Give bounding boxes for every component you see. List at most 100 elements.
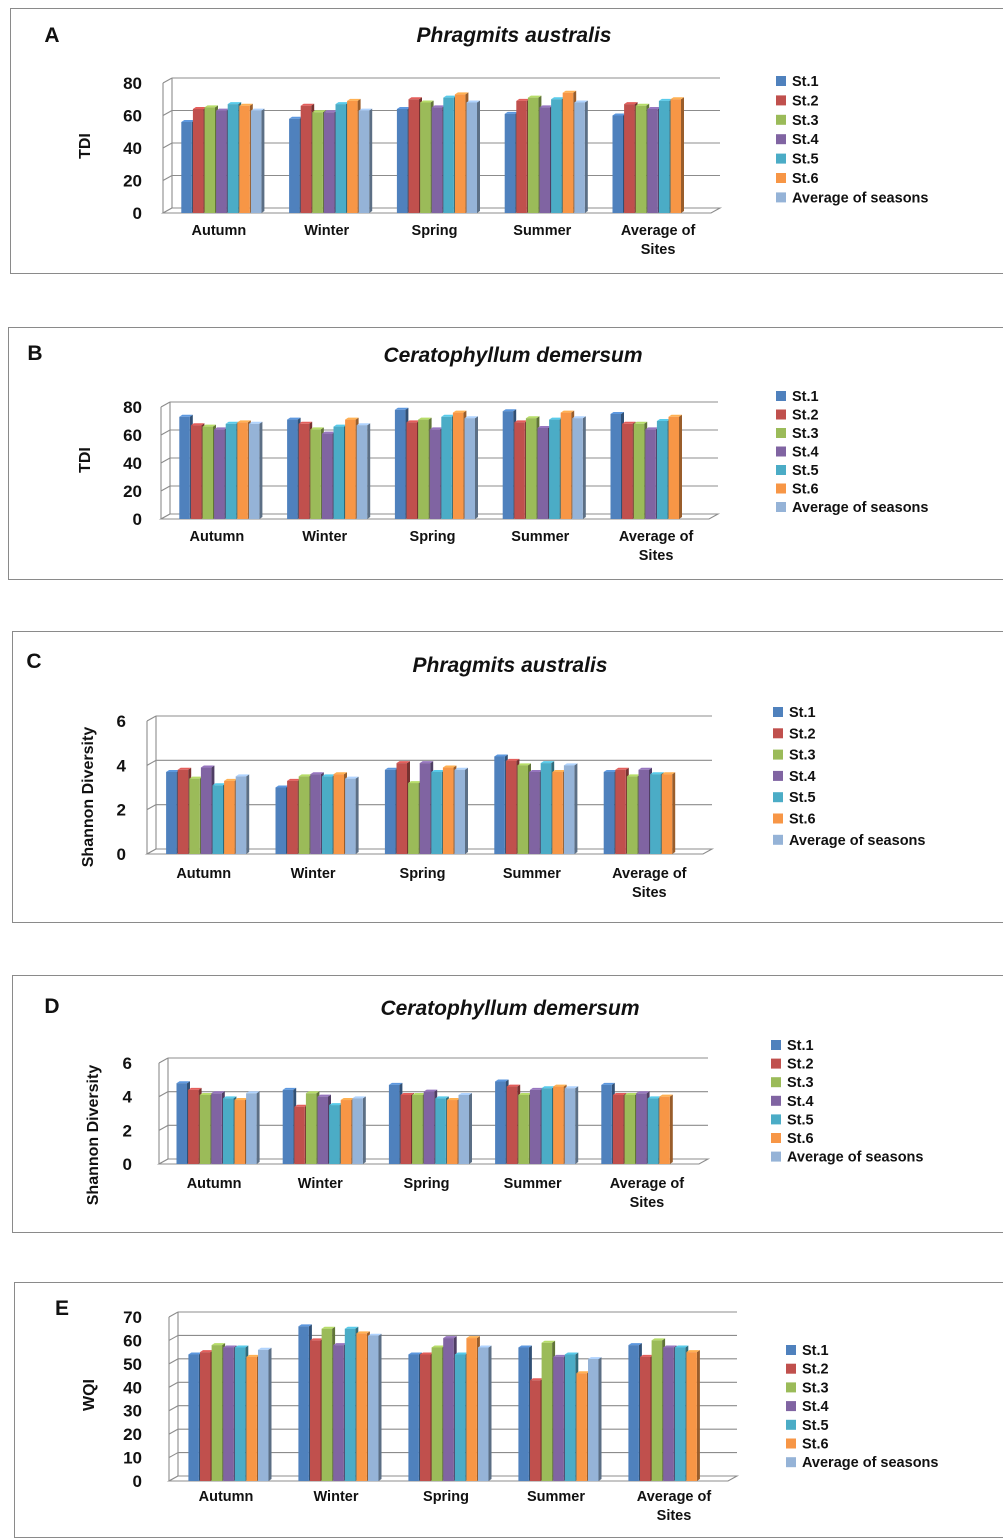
bar-top <box>305 1091 320 1094</box>
bar-front <box>638 769 649 854</box>
bar-top <box>563 763 578 766</box>
bar-top <box>333 1343 347 1346</box>
bar-top <box>529 1087 544 1090</box>
legend-label: St.3 <box>802 1380 829 1396</box>
legend-swatch-average-of-seasons <box>776 502 786 512</box>
bar-front <box>189 778 200 854</box>
bar-st-5-summer <box>551 97 565 213</box>
bar-top <box>574 100 588 103</box>
bar-top <box>408 1352 422 1355</box>
bar-front <box>321 433 333 519</box>
bar-average-of-seasons-autumn <box>235 774 250 854</box>
panel-label: A <box>44 24 59 47</box>
bar-front <box>640 1356 651 1481</box>
y-tick-label: 6 <box>123 1054 132 1073</box>
bar-front <box>181 122 192 213</box>
bar-top <box>610 412 624 414</box>
bar-st-6-spring <box>454 92 469 213</box>
bar-top <box>225 421 240 424</box>
bar-side <box>469 1092 472 1164</box>
bar-front <box>420 102 431 213</box>
bar-st-4-summer <box>529 769 543 854</box>
legend-swatch-st-2 <box>786 1363 796 1374</box>
bar-top <box>601 1082 615 1085</box>
bar-front <box>668 416 679 519</box>
bar-top <box>553 1354 567 1357</box>
bar-front <box>576 1373 587 1481</box>
bar-top <box>400 1092 414 1095</box>
bar-top <box>275 785 289 788</box>
bar-front <box>321 776 333 854</box>
legend: St.1 St.2 St.3 St.4 St.5 St.6 Average of seaso… <box>771 1038 923 1166</box>
bar-front <box>553 1356 564 1481</box>
x-tick-label: Average of Sites <box>637 1489 712 1524</box>
bar-average-of-seasons-winter <box>358 108 373 213</box>
legend-swatch-st-1 <box>776 76 786 86</box>
bar-st-3-winter <box>305 1091 320 1164</box>
x-tick-label: Autumn <box>176 866 231 882</box>
bar-average-of-seasons-spring <box>454 767 468 854</box>
legend-label: St.6 <box>789 812 816 828</box>
bar-front <box>388 1084 400 1164</box>
legend-label: St.4 <box>787 1094 814 1110</box>
legend-label: St.6 <box>792 171 819 187</box>
bar-top <box>204 105 218 108</box>
bar-average-of-seasons-summer <box>563 763 578 854</box>
bar-st-2-winter <box>300 103 315 213</box>
y-axis-label: Shannon Diversity <box>80 727 97 868</box>
bar-top <box>615 767 629 770</box>
bar-st-1-autumn <box>181 120 195 213</box>
bar-front <box>527 97 539 213</box>
bar-st-5-autumn <box>234 1345 249 1481</box>
bar-top <box>518 1092 532 1095</box>
bar-top <box>423 1089 438 1092</box>
legend-swatch-st-6 <box>776 483 786 494</box>
legend-swatch-st-3 <box>776 114 786 125</box>
bar-top <box>237 420 251 423</box>
bar-front <box>530 1380 541 1481</box>
legend-label: St.5 <box>787 1112 814 1128</box>
bar-front <box>494 756 505 854</box>
bar-top <box>537 426 551 428</box>
legend-swatch-st-3 <box>776 428 786 438</box>
bar-front <box>321 1328 333 1481</box>
legend-label: St.6 <box>792 482 819 498</box>
bar-front <box>458 1094 469 1164</box>
bar-top <box>443 95 457 98</box>
bar-top <box>539 105 553 108</box>
bar-st-3-summer <box>525 416 540 519</box>
bar-top <box>576 1371 590 1374</box>
chart-title: Ceratophyllum demersum <box>383 344 642 367</box>
bar-side <box>362 1096 366 1164</box>
bar-front <box>192 109 204 213</box>
bar-top <box>192 107 207 109</box>
bar-front <box>394 409 406 519</box>
gridline-side <box>168 1405 179 1412</box>
y-tick-label: 20 <box>123 482 142 501</box>
x-tick-label: Autumn <box>187 1176 242 1192</box>
y-tick-label: 0 <box>133 204 142 223</box>
bar-st-2-autumn <box>177 767 192 854</box>
bar-front <box>431 1347 443 1481</box>
bar-top <box>419 761 434 764</box>
bar-st-3-average-of-sites <box>651 1338 666 1481</box>
bar-front <box>661 774 673 854</box>
bar-front <box>478 1347 489 1481</box>
bar-top <box>663 1345 677 1348</box>
legend-swatch-st-5 <box>773 792 783 803</box>
bar-top <box>517 763 531 766</box>
bar-top <box>626 774 641 777</box>
gridline-side <box>162 110 173 116</box>
bar-st-1-autumn <box>166 769 180 854</box>
bar-side <box>355 776 359 854</box>
bar-top <box>505 758 520 761</box>
bar-top <box>588 1357 602 1360</box>
bar-top <box>190 423 205 426</box>
x-tick-label: Autumn <box>199 1489 254 1505</box>
bar-front <box>612 1094 624 1164</box>
bar-top <box>504 111 519 114</box>
bar-top <box>246 1091 260 1094</box>
bar-st-6-spring <box>452 410 467 519</box>
chart-panel-e: E WQI 0 10 20 30 40 50 60 70 Autumn Winter Spring Sum… <box>55 1297 938 1524</box>
bar-front <box>246 1356 257 1481</box>
